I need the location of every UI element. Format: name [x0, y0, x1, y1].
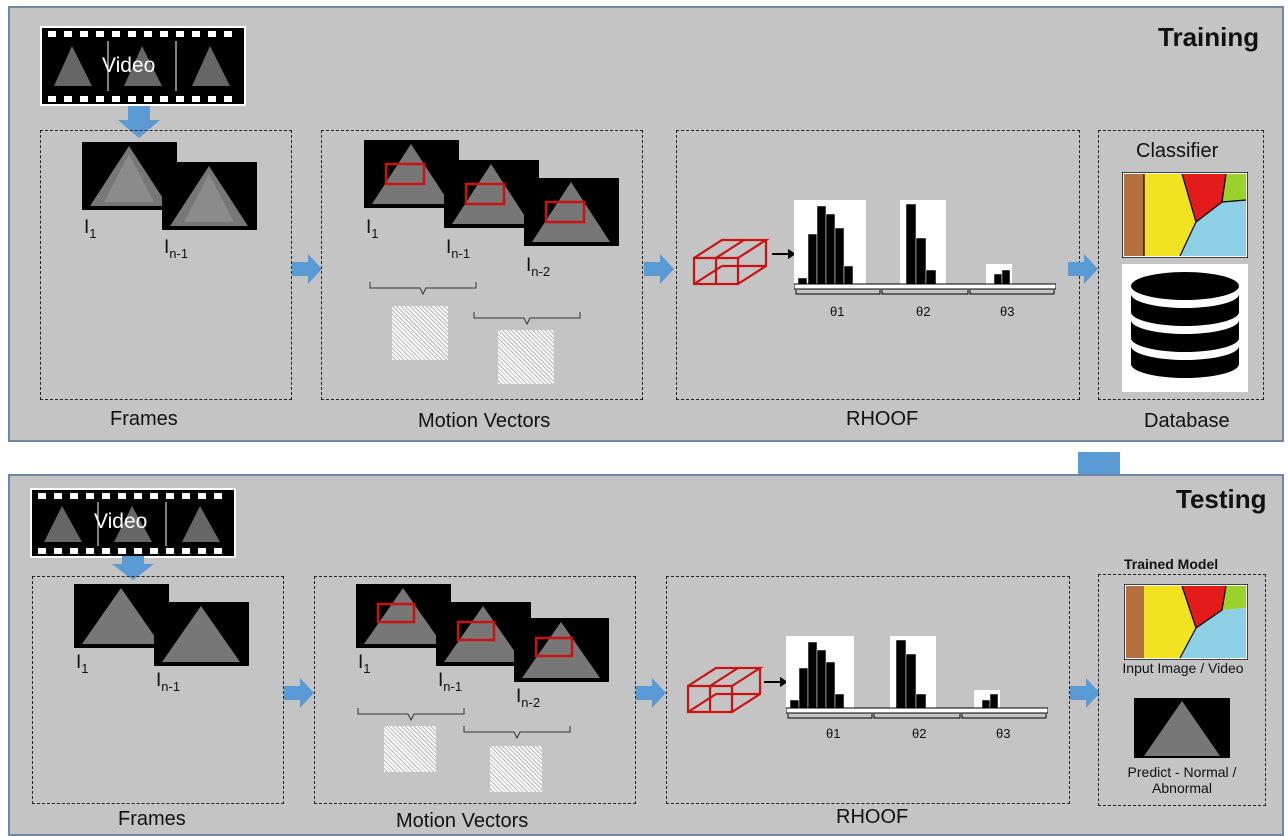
echo-frame — [364, 140, 459, 208]
frames-label: Frames — [118, 808, 186, 830]
testing-frames-box — [32, 576, 284, 804]
video-label: Video — [94, 510, 148, 533]
testing-motion-box — [314, 576, 636, 804]
brace-icon — [463, 726, 571, 740]
frame-label-n-2: In-2 — [526, 255, 551, 279]
echo-frame — [1134, 698, 1230, 758]
training-classifier-box — [1098, 130, 1264, 400]
database-label: Database — [1144, 410, 1230, 432]
cuboid-icon — [692, 238, 770, 286]
theta-label: θ3 — [1000, 304, 1015, 319]
training-frames-box — [40, 130, 292, 400]
right-arrow-icon — [644, 254, 674, 284]
testing-rhoof-box — [666, 576, 1070, 804]
down-arrow-icon — [118, 106, 160, 138]
testing-video-filmstrip: Video — [30, 488, 236, 558]
right-arrow-icon — [1070, 678, 1100, 708]
echo-frame — [444, 160, 539, 228]
classifier-label: Classifier — [1136, 140, 1219, 162]
testing-heading: Testing — [1176, 484, 1267, 514]
training-motion-box — [321, 130, 643, 400]
rhoof-histogram — [794, 200, 1056, 295]
theta-label: θ1 — [830, 304, 845, 319]
motion-vectors-label: Motion Vectors — [418, 410, 551, 432]
frame-label-n-1: In-1 — [164, 237, 189, 261]
right-arrow-icon — [284, 678, 314, 708]
echo-frame — [356, 584, 451, 648]
testing-model-box — [1098, 574, 1266, 806]
database-icon — [1122, 264, 1248, 392]
echo-frame — [514, 618, 609, 682]
rhoof-histogram — [786, 636, 1048, 719]
cuboid-icon — [686, 666, 764, 714]
arrow-icon — [772, 249, 796, 259]
brace-icon — [369, 282, 477, 296]
motion-vectors-label: Motion Vectors — [396, 810, 529, 832]
frame-label-n-1: In-1 — [446, 237, 471, 261]
brace-icon — [357, 708, 465, 722]
frame-label-1: I1 — [366, 217, 379, 241]
motion-vector-field — [498, 330, 554, 384]
frame-label-n-2: In-2 — [516, 686, 541, 710]
brace-icon — [473, 312, 581, 326]
frame-label-n-1: In-1 — [156, 670, 181, 694]
motion-vector-field — [384, 726, 436, 772]
predict-label: Predict - Normal / Abnormal — [1127, 764, 1237, 796]
rhoof-label: RHOOF — [836, 806, 909, 828]
arrow-icon — [764, 677, 788, 687]
rhoof-label: RHOOF — [846, 408, 919, 430]
frame-label-1: I1 — [76, 652, 89, 676]
training-heading: Training — [1158, 22, 1260, 52]
motion-vector-field — [392, 306, 448, 360]
motion-vector-field — [490, 746, 542, 792]
echo-frame — [162, 162, 257, 230]
theta-label: θ1 — [826, 726, 841, 741]
classifier-icon — [1124, 584, 1248, 660]
right-arrow-icon — [292, 254, 322, 284]
training-video-filmstrip: Video — [40, 26, 246, 106]
frame-label-n-1: In-1 — [438, 670, 463, 694]
echo-frame — [154, 602, 249, 666]
input-image-label: Input Image / Video — [1122, 660, 1244, 676]
down-arrow-icon — [112, 556, 154, 580]
video-label: Video — [102, 54, 156, 77]
right-arrow-icon — [636, 678, 666, 708]
trained-model-label: Trained Model — [1124, 556, 1219, 572]
theta-label: θ3 — [996, 726, 1011, 741]
right-arrow-icon — [1068, 254, 1098, 284]
frame-label-1: I1 — [84, 217, 97, 241]
echo-frame — [524, 178, 619, 246]
echo-frame — [74, 584, 169, 648]
classifier-icon — [1122, 172, 1248, 258]
theta-label: θ2 — [912, 726, 927, 741]
theta-label: θ2 — [916, 304, 931, 319]
frames-label: Frames — [110, 408, 178, 430]
frame-label-1: I1 — [358, 652, 371, 676]
echo-frame — [82, 142, 177, 210]
